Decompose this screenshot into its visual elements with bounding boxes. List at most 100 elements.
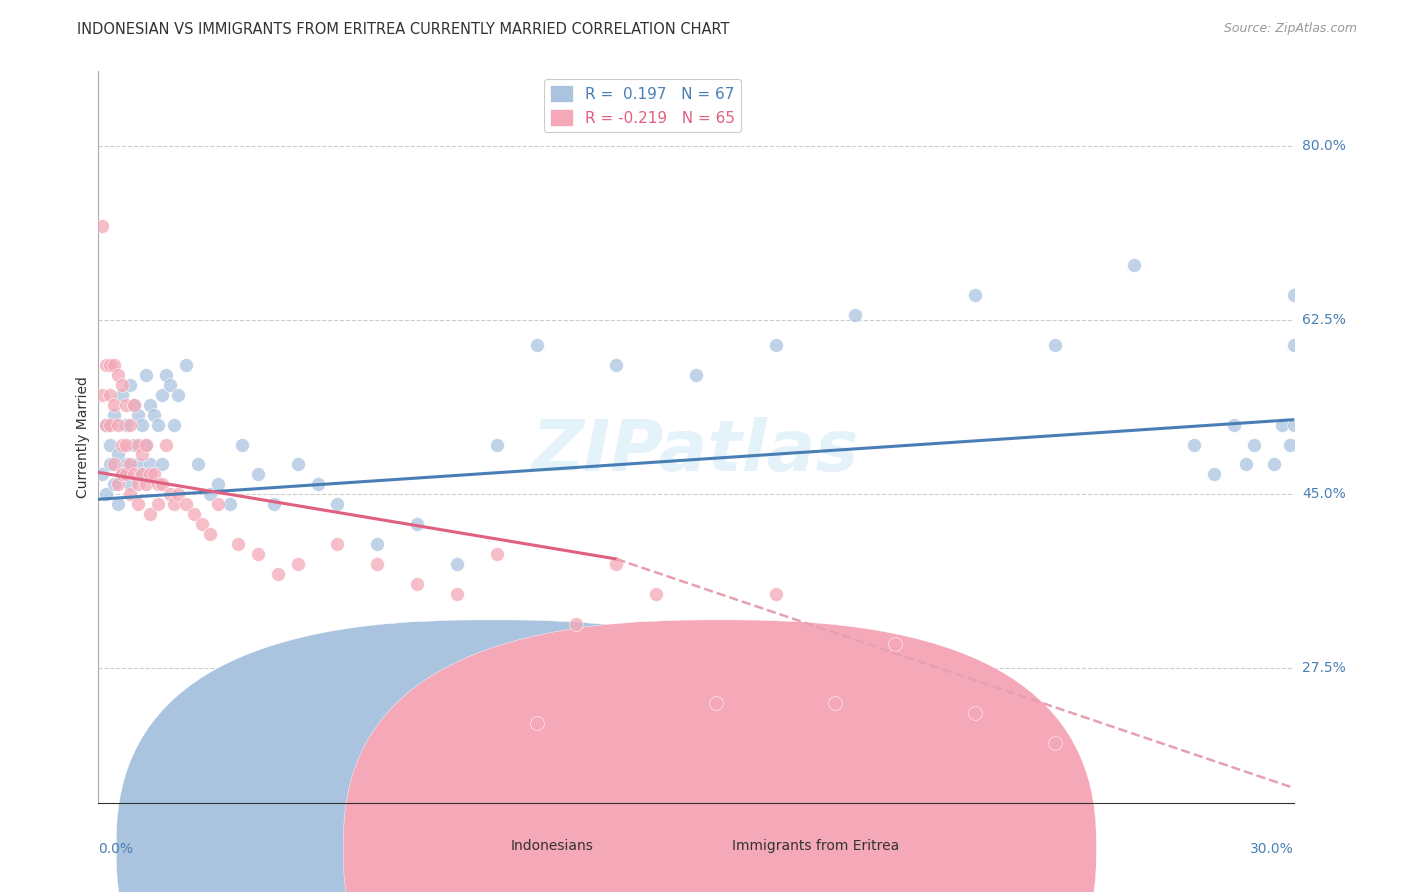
- Point: [131, 467, 153, 482]
- Point: [96, 358, 118, 372]
- Point: [150, 388, 173, 402]
- Point: [446, 557, 468, 571]
- Point: [884, 636, 907, 650]
- Point: [131, 448, 153, 462]
- Point: [127, 408, 149, 422]
- Point: [824, 696, 846, 710]
- Text: ZIPatlas: ZIPatlas: [533, 417, 859, 486]
- Point: [246, 547, 269, 561]
- Point: [120, 487, 142, 501]
- Point: [96, 417, 118, 432]
- Point: [167, 388, 190, 402]
- Point: [963, 706, 986, 721]
- Point: [1282, 288, 1305, 302]
- Point: [96, 417, 118, 432]
- FancyBboxPatch shape: [343, 620, 1097, 892]
- Point: [120, 458, 142, 472]
- Point: [120, 477, 142, 491]
- Point: [135, 368, 157, 382]
- Point: [127, 437, 149, 451]
- Point: [765, 587, 787, 601]
- Point: [120, 377, 142, 392]
- Point: [111, 467, 134, 482]
- Point: [115, 458, 138, 472]
- Point: [765, 338, 787, 352]
- Point: [191, 517, 214, 532]
- Point: [96, 487, 118, 501]
- Point: [107, 417, 129, 432]
- Point: [183, 507, 205, 521]
- Point: [111, 467, 134, 482]
- Point: [1223, 417, 1246, 432]
- Point: [406, 517, 429, 532]
- Point: [120, 417, 142, 432]
- Point: [198, 487, 221, 501]
- Point: [174, 358, 197, 372]
- Point: [159, 377, 181, 392]
- Point: [159, 487, 181, 501]
- Point: [98, 358, 122, 372]
- Point: [98, 388, 122, 402]
- Point: [446, 587, 468, 601]
- Point: [107, 368, 129, 382]
- Legend: R =  0.197   N = 67, R = -0.219   N = 65: R = 0.197 N = 67, R = -0.219 N = 65: [544, 79, 741, 132]
- Point: [103, 458, 125, 472]
- Y-axis label: Currently Married: Currently Married: [76, 376, 90, 498]
- Point: [1278, 437, 1301, 451]
- FancyBboxPatch shape: [117, 620, 869, 892]
- Point: [645, 587, 668, 601]
- Text: Indonesians: Indonesians: [512, 839, 593, 854]
- Point: [127, 458, 149, 472]
- Point: [143, 408, 166, 422]
- Point: [963, 288, 986, 302]
- Point: [406, 577, 429, 591]
- Point: [111, 377, 134, 392]
- Point: [107, 448, 129, 462]
- Point: [115, 398, 138, 412]
- Point: [1234, 458, 1257, 472]
- Point: [844, 308, 866, 322]
- Point: [1202, 467, 1225, 482]
- Point: [307, 477, 329, 491]
- Point: [167, 487, 190, 501]
- Point: [155, 437, 177, 451]
- Point: [198, 527, 221, 541]
- Point: [366, 557, 388, 571]
- Point: [231, 437, 253, 451]
- Point: [127, 477, 149, 491]
- Point: [143, 467, 166, 482]
- Text: 30.0%: 30.0%: [1250, 842, 1294, 855]
- Point: [163, 497, 186, 511]
- Point: [98, 417, 122, 432]
- Point: [155, 368, 177, 382]
- Point: [287, 557, 309, 571]
- Text: 0.0%: 0.0%: [98, 842, 134, 855]
- Point: [107, 477, 129, 491]
- Point: [1271, 417, 1294, 432]
- Point: [226, 537, 249, 551]
- Point: [139, 458, 162, 472]
- Point: [187, 458, 209, 472]
- Point: [124, 398, 146, 412]
- Point: [326, 537, 349, 551]
- Point: [150, 477, 173, 491]
- Point: [91, 388, 114, 402]
- Point: [115, 467, 138, 482]
- Point: [685, 368, 707, 382]
- Point: [207, 477, 229, 491]
- Point: [246, 467, 269, 482]
- Point: [131, 467, 153, 482]
- Point: [111, 437, 134, 451]
- Text: 45.0%: 45.0%: [1302, 487, 1346, 501]
- Point: [163, 417, 186, 432]
- Point: [1182, 437, 1205, 451]
- Point: [98, 458, 122, 472]
- Text: 80.0%: 80.0%: [1302, 139, 1346, 153]
- Point: [139, 507, 162, 521]
- Point: [1123, 259, 1146, 273]
- Point: [103, 398, 125, 412]
- Text: Immigrants from Eritrea: Immigrants from Eritrea: [733, 839, 898, 854]
- Point: [704, 696, 727, 710]
- Point: [124, 467, 146, 482]
- Point: [103, 477, 125, 491]
